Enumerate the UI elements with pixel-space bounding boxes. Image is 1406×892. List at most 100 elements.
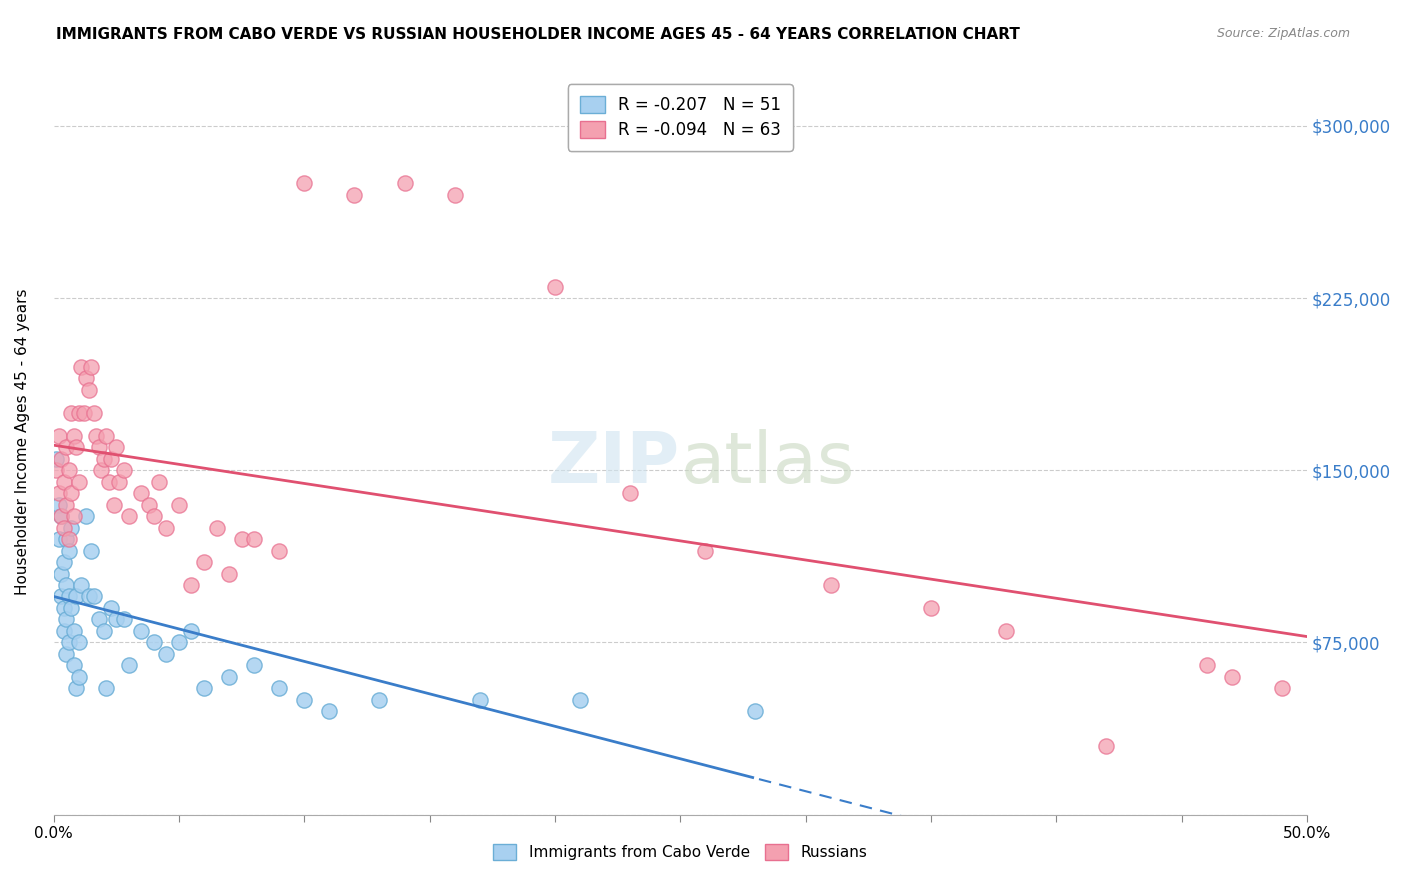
Point	[995, 624, 1018, 638]
Point	[243, 532, 266, 546]
Point	[77, 383, 100, 397]
Point	[62, 429, 84, 443]
Y-axis label: Householder Income Ages 45 - 64 years: Householder Income Ages 45 - 64 years	[15, 288, 30, 595]
Point	[87, 440, 110, 454]
Text: Source: ZipAtlas.com: Source: ZipAtlas.com	[1216, 27, 1350, 40]
Point	[1271, 681, 1294, 696]
Point	[55, 578, 77, 592]
Point	[48, 498, 70, 512]
Point	[292, 176, 315, 190]
Point	[118, 658, 141, 673]
Point	[60, 520, 83, 534]
Point	[96, 429, 118, 443]
Point	[55, 647, 77, 661]
Point	[62, 658, 84, 673]
Point	[155, 520, 177, 534]
Point	[167, 635, 190, 649]
Point	[67, 670, 90, 684]
Point	[1095, 739, 1118, 753]
Point	[55, 498, 77, 512]
Point	[820, 578, 842, 592]
Text: atlas: atlas	[681, 429, 855, 499]
Point	[569, 692, 592, 706]
Point	[368, 692, 391, 706]
Point	[155, 647, 177, 661]
Point	[394, 176, 416, 190]
Point	[80, 359, 103, 374]
Text: ZIP: ZIP	[548, 429, 681, 499]
Point	[80, 543, 103, 558]
Point	[97, 475, 120, 489]
Point	[45, 451, 67, 466]
Point	[49, 566, 72, 581]
Point	[65, 440, 87, 454]
Point	[118, 509, 141, 524]
Point	[52, 475, 75, 489]
Point	[343, 187, 366, 202]
Point	[75, 371, 97, 385]
Point	[138, 498, 160, 512]
Point	[292, 692, 315, 706]
Point	[243, 658, 266, 673]
Point	[87, 612, 110, 626]
Point	[105, 612, 128, 626]
Point	[218, 566, 240, 581]
Point	[70, 578, 93, 592]
Point	[131, 486, 153, 500]
Point	[180, 578, 202, 592]
Point	[100, 601, 122, 615]
Point	[93, 451, 115, 466]
Point	[744, 704, 766, 718]
Point	[52, 520, 75, 534]
Point	[49, 590, 72, 604]
Point	[55, 612, 77, 626]
Point	[193, 555, 215, 569]
Point	[49, 509, 72, 524]
Point	[1195, 658, 1218, 673]
Point	[52, 555, 75, 569]
Point	[49, 509, 72, 524]
Point	[83, 406, 105, 420]
Point	[48, 429, 70, 443]
Point	[52, 624, 75, 638]
Point	[100, 451, 122, 466]
Point	[60, 406, 83, 420]
Point	[48, 532, 70, 546]
Point	[67, 635, 90, 649]
Point	[93, 624, 115, 638]
Point	[67, 475, 90, 489]
Point	[112, 612, 135, 626]
Point	[269, 543, 291, 558]
Point	[920, 601, 942, 615]
Point	[96, 681, 118, 696]
Point	[48, 486, 70, 500]
Point	[619, 486, 641, 500]
Point	[73, 406, 96, 420]
Point	[131, 624, 153, 638]
Point	[695, 543, 717, 558]
Point	[544, 279, 567, 293]
Point	[58, 635, 80, 649]
Point	[142, 509, 165, 524]
Point	[65, 590, 87, 604]
Point	[52, 601, 75, 615]
Point	[148, 475, 170, 489]
Point	[105, 440, 128, 454]
Point	[180, 624, 202, 638]
Point	[60, 486, 83, 500]
Point	[142, 635, 165, 649]
Point	[468, 692, 491, 706]
Point	[1220, 670, 1243, 684]
Point	[112, 463, 135, 477]
Point	[269, 681, 291, 696]
Point	[83, 590, 105, 604]
Point	[205, 520, 228, 534]
Point	[90, 463, 112, 477]
Point	[103, 498, 125, 512]
Point	[67, 406, 90, 420]
Point	[70, 359, 93, 374]
Point	[55, 440, 77, 454]
Point	[58, 532, 80, 546]
Point	[167, 498, 190, 512]
Point	[318, 704, 340, 718]
